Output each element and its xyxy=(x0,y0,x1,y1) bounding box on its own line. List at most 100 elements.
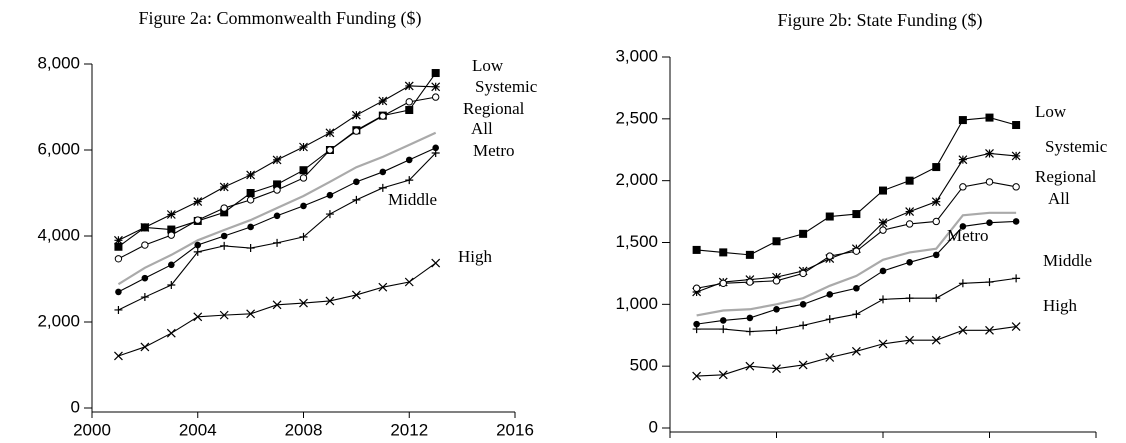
marker xyxy=(325,128,335,138)
marker xyxy=(405,176,414,185)
marker xyxy=(114,255,123,263)
marker xyxy=(299,298,308,308)
x-tick-label: 2008 xyxy=(864,440,902,443)
marker xyxy=(273,186,281,194)
marker xyxy=(140,222,150,232)
marker xyxy=(746,314,754,322)
y-tick-label: 1,000 xyxy=(615,294,658,313)
marker xyxy=(853,284,860,292)
series-label: Regional xyxy=(463,99,525,118)
marker xyxy=(114,305,123,314)
marker xyxy=(220,204,228,212)
series-line xyxy=(118,147,436,293)
marker xyxy=(718,370,728,380)
marker xyxy=(352,195,361,204)
y-tick-label: 2,000 xyxy=(615,170,658,189)
y-tick-label: 0 xyxy=(71,397,80,416)
marker xyxy=(932,217,940,226)
marker xyxy=(825,212,834,221)
marker xyxy=(220,241,229,250)
marker xyxy=(114,242,123,251)
marker xyxy=(772,326,781,335)
marker xyxy=(193,312,203,322)
marker xyxy=(432,144,439,152)
series-label: High xyxy=(1043,296,1078,315)
marker xyxy=(958,155,968,165)
marker xyxy=(905,335,915,345)
marker xyxy=(405,106,414,115)
marker xyxy=(959,183,967,191)
marker xyxy=(273,180,282,189)
marker xyxy=(166,328,176,338)
y-tick-label: 2,000 xyxy=(37,311,80,330)
marker xyxy=(352,127,361,135)
marker xyxy=(299,232,308,241)
marker xyxy=(1011,151,1021,161)
marker xyxy=(351,290,361,300)
marker xyxy=(325,296,335,306)
marker xyxy=(746,278,754,286)
marker xyxy=(932,294,941,303)
marker xyxy=(1012,183,1020,191)
marker xyxy=(692,287,702,297)
marker xyxy=(219,182,229,192)
marker xyxy=(852,310,861,319)
marker xyxy=(825,315,834,324)
x-tick-label: 2008 xyxy=(285,420,323,439)
marker xyxy=(167,225,176,234)
marker xyxy=(719,325,728,334)
marker xyxy=(878,218,888,228)
marker xyxy=(879,226,887,234)
series-label: All xyxy=(471,119,493,138)
marker xyxy=(959,223,967,230)
marker xyxy=(194,241,202,249)
marker xyxy=(431,93,440,101)
marker xyxy=(826,291,834,298)
marker xyxy=(773,305,780,313)
marker xyxy=(404,277,414,287)
series-label: Metro xyxy=(947,226,989,245)
x-tick-label: 2016 xyxy=(1077,440,1115,443)
marker xyxy=(404,81,414,91)
marker xyxy=(272,300,282,310)
marker xyxy=(167,281,176,290)
y-tick-label: 500 xyxy=(630,356,658,375)
marker xyxy=(168,261,175,269)
marker xyxy=(905,207,915,217)
marker xyxy=(114,351,123,361)
marker xyxy=(431,82,441,92)
marker xyxy=(931,197,941,207)
marker xyxy=(772,364,781,374)
marker xyxy=(799,269,807,278)
marker xyxy=(1011,322,1021,332)
marker xyxy=(879,186,887,195)
x-tick-label: 2012 xyxy=(971,440,1009,443)
marker xyxy=(272,155,282,165)
marker xyxy=(932,251,940,259)
marker xyxy=(1012,274,1021,283)
marker xyxy=(140,342,150,352)
y-tick-label: 1,500 xyxy=(615,232,658,251)
marker xyxy=(378,183,387,192)
y-tick-label: 6,000 xyxy=(37,139,80,158)
x-tick-label: 2004 xyxy=(758,440,796,443)
marker xyxy=(299,166,308,175)
marker xyxy=(905,176,914,185)
x-tick-label: 2000 xyxy=(73,420,111,439)
marker xyxy=(826,252,834,260)
marker xyxy=(878,339,888,349)
marker xyxy=(405,156,413,164)
marker xyxy=(825,353,835,362)
marker xyxy=(719,248,728,257)
marker xyxy=(220,208,229,217)
x-tick-label: 2012 xyxy=(390,420,428,439)
marker xyxy=(986,219,993,227)
marker xyxy=(799,229,808,238)
y-tick-label: 3,000 xyxy=(615,46,658,65)
marker xyxy=(851,346,861,356)
marker xyxy=(693,320,700,328)
series-label: Regional xyxy=(1035,167,1097,186)
y-tick-label: 8,000 xyxy=(37,53,80,72)
marker xyxy=(958,279,967,288)
